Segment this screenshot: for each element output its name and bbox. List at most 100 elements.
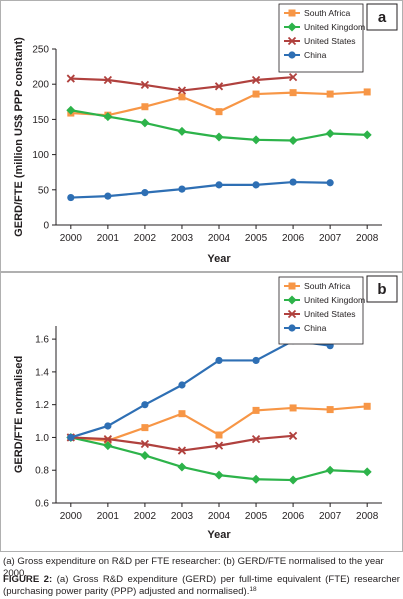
y-tick-label: 100 (32, 150, 49, 161)
figure-label: FIGURE 2: (3, 574, 53, 585)
figure-charts: 0 50 100 150 200 250 2000 2001 2002 2003 2004 2005 2… (0, 0, 403, 552)
x-tick-label: 2001 (97, 511, 120, 522)
legend-swatch-marker (287, 36, 297, 46)
data-point (141, 401, 149, 409)
data-point (289, 178, 297, 186)
legend-swatch-marker (287, 309, 297, 319)
legend-swatch-marker (287, 295, 297, 305)
footnote-ref: 18 (249, 586, 257, 593)
data-point (66, 74, 75, 83)
data-point (215, 356, 223, 365)
legend-label: United States (304, 309, 356, 319)
legend-label: South Africa (304, 281, 351, 291)
data-point (215, 108, 223, 116)
x-tick-label: 2002 (134, 511, 157, 522)
data-point (141, 103, 149, 111)
data-point (252, 356, 260, 365)
y-tick-label: 1.0 (35, 433, 49, 444)
y-tick-label: 0.8 (35, 466, 49, 477)
data-point (141, 189, 149, 197)
y-tick-label: 200 (32, 80, 49, 91)
x-tick-label: 2006 (282, 511, 305, 522)
x-tick-label: 2003 (171, 511, 194, 522)
y-axis-label: GERD/FTE (million US$ PPP constant) (13, 37, 25, 237)
y-tick-label: 250 (32, 45, 49, 56)
panel-badge-label: b (377, 281, 386, 298)
data-point (215, 431, 223, 439)
series-line (70, 180, 331, 199)
data-point (177, 126, 187, 136)
chart-panel-b: 0.6 0.8 1.0 1.2 1.4 1.6 2000 2001 2002 2003 2004 20… (13, 275, 398, 541)
subcaption: (a) Gross expenditure on R&D per FTE res… (3, 556, 384, 579)
data-point (251, 75, 261, 85)
data-point (103, 75, 113, 85)
data-point (103, 441, 113, 451)
data-point (67, 193, 75, 202)
x-tick-label: 2003 (171, 233, 194, 244)
data-point (363, 88, 371, 96)
data-point (288, 431, 298, 440)
x-tick-label: 2001 (97, 233, 120, 244)
data-point (177, 462, 187, 472)
data-point (141, 424, 149, 432)
data-point (214, 470, 224, 480)
legend-label: United Kingdom (304, 295, 365, 305)
data-point (288, 136, 298, 146)
figure-caption: FIGURE 2: (a) Gross R&D expenditure (GER… (3, 574, 400, 598)
x-tick-label: 2000 (60, 511, 83, 522)
data-point (362, 130, 372, 140)
data-point (289, 89, 297, 97)
series-line (70, 76, 294, 92)
data-point (177, 86, 187, 95)
y-tick-label: 150 (32, 115, 49, 126)
data-point (178, 381, 186, 389)
data-point (326, 90, 334, 98)
data-point (252, 90, 260, 98)
y-tick-label: 1.4 (35, 367, 49, 378)
data-point (178, 185, 186, 193)
data-point (363, 402, 371, 410)
x-tick-label: 2007 (319, 233, 342, 244)
data-point (66, 105, 76, 115)
chart-panel-a: 0 50 100 150 200 250 2000 2001 2002 2003 2004 2005 2… (13, 3, 398, 265)
y-axis-label: GERD/FTE normalised (13, 356, 25, 473)
y-tick-label: 0 (43, 221, 49, 232)
data-point (215, 181, 223, 189)
x-tick-label: 2000 (60, 233, 83, 244)
data-point (325, 465, 335, 475)
x-tick-label: 2008 (356, 233, 379, 244)
data-point (251, 434, 261, 444)
data-point (140, 450, 150, 460)
data-point (252, 181, 260, 189)
data-point (289, 404, 297, 412)
panel-badge (366, 275, 398, 303)
legend-swatch-marker (288, 9, 296, 17)
panel-badge-label: a (378, 9, 387, 26)
data-point (326, 406, 334, 414)
legend-swatch-marker (288, 324, 296, 332)
data-point (178, 410, 186, 418)
legend-swatch-marker (288, 51, 296, 59)
data-point (140, 80, 150, 90)
x-tick-label: 2004 (208, 511, 231, 522)
x-tick-label: 2008 (356, 511, 379, 522)
data-point (178, 93, 186, 101)
panel-badge (366, 3, 398, 31)
legend-label: China (304, 323, 327, 333)
data-point (67, 433, 75, 442)
y-tick-label: 1.6 (35, 335, 49, 346)
data-point (104, 422, 112, 430)
y-tick-label: 0.6 (35, 499, 49, 510)
x-tick-label: 2005 (245, 233, 268, 244)
data-point (103, 434, 113, 444)
legend-label: South Africa (304, 8, 351, 18)
legend-label: United Kingdom (304, 22, 365, 32)
legend-label: China (304, 50, 327, 60)
data-point (177, 446, 187, 455)
x-tick-label: 2002 (134, 233, 157, 244)
data-point (288, 73, 298, 82)
legend-label: United States (304, 36, 356, 46)
data-point (362, 467, 372, 477)
x-axis-label: Year (207, 529, 231, 541)
x-axis-label: Year (207, 253, 231, 265)
